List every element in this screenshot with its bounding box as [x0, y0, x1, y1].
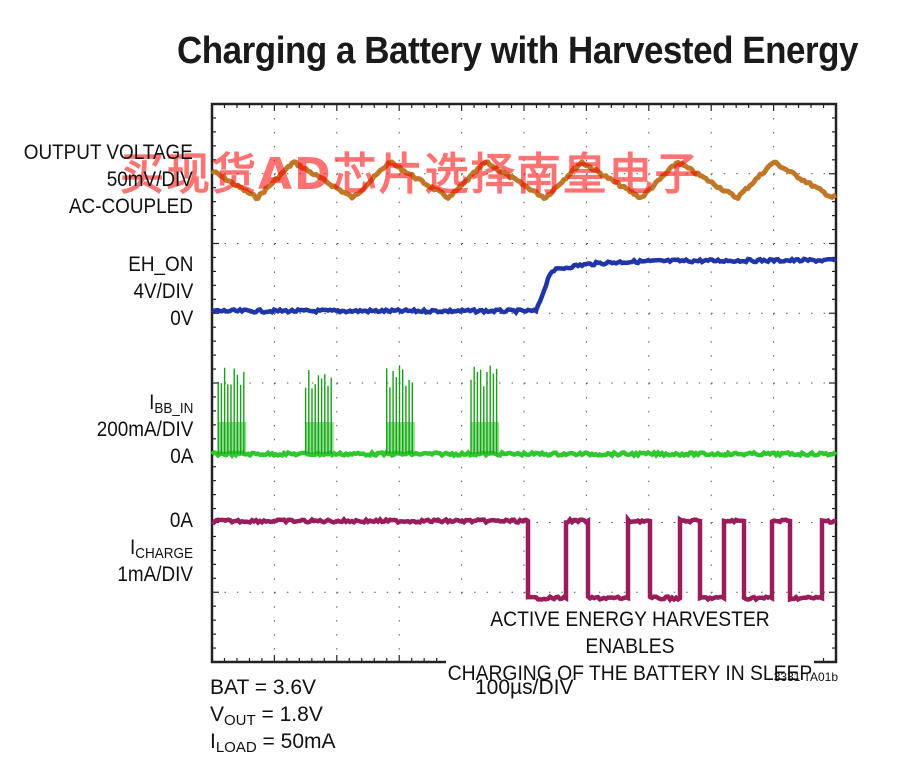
- condition-bat: BAT = 3.6V: [210, 676, 317, 699]
- ibb-burst-2: [386, 422, 415, 454]
- ch3-name: IBB_IN: [148, 391, 193, 417]
- ch4-scale: 1mA/DIV: [117, 563, 193, 586]
- condition-iload: ILOAD = 50mA: [210, 730, 336, 756]
- annotation-line-2: CHARGING OF THE BATTERY IN SLEEP: [447, 662, 813, 685]
- trace-ibb-in-baseline: [210, 448, 838, 460]
- annotation-line-1: ACTIVE ENERGY HARVESTER ENABLES: [490, 608, 770, 658]
- watermark: 买现货AD芯片选择南皇电子: [120, 149, 701, 200]
- trace-output-voltage: [210, 159, 837, 202]
- chart-title: Charging a Battery with Harvested Energy: [176, 30, 858, 72]
- ch4-ground: 0A: [169, 509, 193, 532]
- ibb-burst-3: [470, 422, 500, 454]
- trace-eh-on: [211, 256, 837, 317]
- ibb-burst-0: [218, 422, 247, 454]
- ibb-burst-spikes-0: [217, 367, 245, 454]
- ch3-scale: 200mA/DIV: [96, 418, 193, 441]
- x-axis-label: 100µs/DIV: [475, 676, 574, 699]
- ibb-burst-spikes-1: [304, 370, 332, 454]
- figure-reference: 3331 TA01b: [773, 670, 838, 684]
- ch2-scale: 4V/DIV: [133, 280, 193, 303]
- ch3-label: IBB_IN 200mA/DIV 0A: [96, 389, 193, 470]
- ibb-burst-spikes-2: [386, 365, 413, 454]
- condition-vout: VOUT = 1.8V: [210, 703, 323, 729]
- ch1-label: OUTPUT VOLTAGE 50mV/DIV AC-COUPLED: [24, 139, 193, 220]
- ch3-ground: 0A: [169, 445, 193, 468]
- conditions: BAT = 3.6V VOUT = 1.8V ILOAD = 50mA: [210, 674, 336, 755]
- traces: [210, 159, 838, 603]
- annotation: ACTIVE ENERGY HARVESTER ENABLES CHARGING…: [446, 606, 814, 687]
- ch4-label: 0A ICHARGE 1mA/DIV: [117, 507, 193, 588]
- trace-icharge: [210, 513, 837, 603]
- ch2-name: EH_ON: [127, 253, 193, 276]
- ibb-burst-1: [305, 422, 334, 454]
- ch1-name: OUTPUT VOLTAGE: [23, 141, 193, 164]
- ibb-burst-spikes-3: [470, 365, 498, 454]
- ch1-scale: 50mV/DIV: [106, 168, 193, 191]
- ch2-ground: 0V: [169, 307, 193, 330]
- ch2-label: EH_ON 4V/DIV 0V: [128, 251, 193, 332]
- ch4-name: ICHARGE: [129, 536, 193, 562]
- ch1-coupling: AC-COUPLED: [69, 195, 193, 218]
